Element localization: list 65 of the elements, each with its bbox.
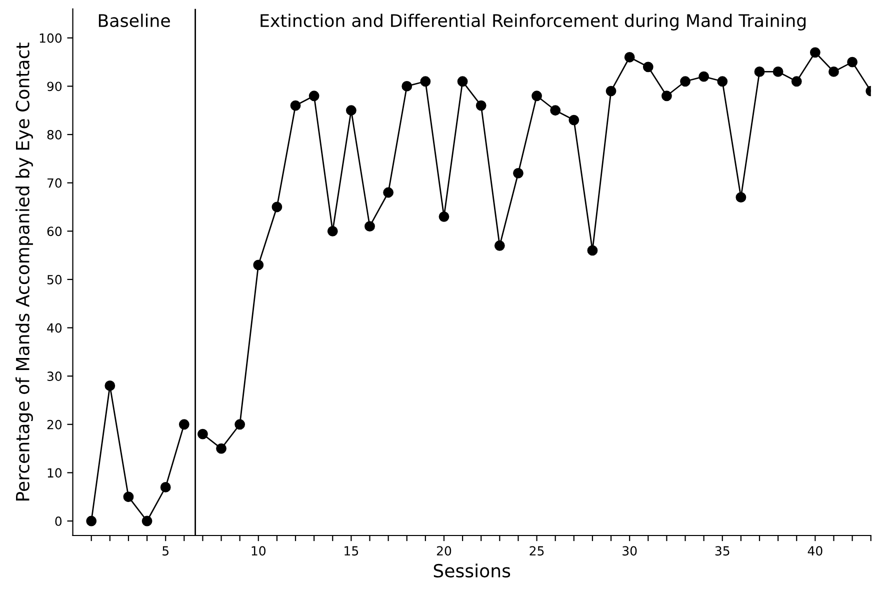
point [513, 168, 524, 178]
point [624, 52, 635, 62]
point [494, 240, 505, 251]
y-axis-title: Percentage of Mands Accompanied by Eye Contact [15, 42, 33, 500]
x-tick-label: 20 [436, 546, 452, 556]
annotation: Baseline [98, 14, 170, 28]
x-tick-label: 40 [808, 546, 822, 556]
x-tick-label: 30 [622, 546, 637, 556]
point [661, 90, 672, 102]
y-tick-label: 80 [47, 130, 62, 140]
point [402, 81, 412, 92]
point [123, 492, 134, 502]
x-tick-label: 25 [530, 546, 544, 556]
point [476, 100, 486, 111]
point [847, 56, 858, 68]
point [364, 221, 375, 232]
y-tick-label: 60 [47, 226, 62, 236]
point [550, 105, 561, 116]
y-tick-label: 70 [47, 178, 62, 188]
y-tick-label: 20 [47, 420, 62, 430]
y-tick-label: 40 [47, 323, 62, 333]
x-tick-label: 15 [344, 546, 358, 556]
y-tick-label: 100 [40, 33, 62, 43]
point [717, 76, 728, 87]
point [810, 47, 820, 58]
point [772, 66, 784, 77]
point [532, 90, 542, 102]
point [642, 62, 654, 72]
y-tick-label: 90 [47, 82, 62, 92]
point [290, 100, 301, 111]
y-tick-label: 0 [55, 516, 62, 526]
point [198, 428, 208, 440]
point [587, 245, 598, 256]
point [698, 71, 710, 82]
annotation: Extinction and Differential Reinforcement during Mand Training [260, 14, 806, 30]
x-tick-label: 10 [252, 546, 266, 556]
point [327, 226, 338, 236]
point [736, 192, 746, 203]
point [457, 76, 468, 87]
point [178, 419, 190, 430]
x-tick-label: 35 [715, 546, 730, 556]
point [104, 380, 116, 391]
x-tick-label: 5 [162, 546, 168, 556]
point [86, 516, 97, 526]
point [828, 66, 839, 77]
point [420, 76, 431, 87]
y-tick-label: 30 [47, 372, 62, 382]
y-tick-label: 10 [48, 468, 62, 478]
point [253, 260, 264, 270]
point [234, 419, 246, 430]
point [680, 76, 690, 87]
point [160, 482, 171, 492]
point [606, 86, 616, 96]
point [438, 211, 450, 222]
x-axis-title: Sessions [434, 564, 510, 578]
y-tick-label: 50 [47, 274, 62, 284]
point [383, 187, 394, 198]
point [568, 114, 580, 126]
point [216, 443, 226, 454]
point [754, 66, 765, 77]
point [272, 202, 282, 212]
point [142, 516, 152, 526]
point [791, 76, 802, 87]
point [308, 90, 320, 102]
point [346, 105, 356, 116]
